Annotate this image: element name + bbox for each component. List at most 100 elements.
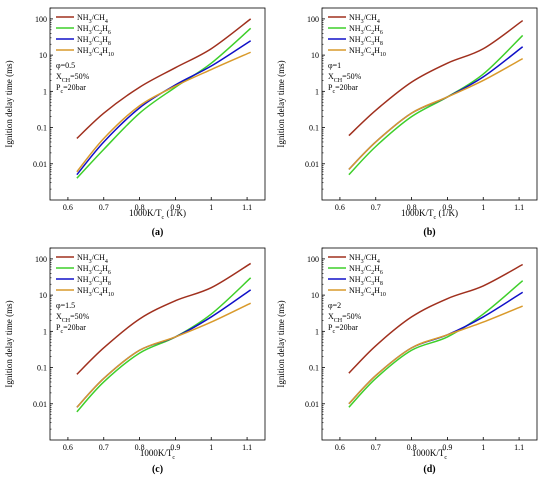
- condition-annotation: Pc=20bar: [328, 323, 358, 335]
- x-tick-label: 1.1: [242, 443, 252, 452]
- condition-annotation: XCH=50%: [56, 72, 90, 84]
- legend-label: NH3/C3H8: [349, 275, 383, 287]
- y-axis-label: Ignition delay time (ms): [4, 60, 14, 147]
- x-tick-label: 1: [481, 203, 485, 212]
- y-tick-label: 0.01: [33, 400, 47, 409]
- series-line: [76, 40, 252, 176]
- series-line: [348, 19, 524, 137]
- legend-label: NH3/C2H6: [77, 264, 111, 276]
- y-tick-label: 0.01: [305, 400, 319, 409]
- condition-annotation: φ=2: [328, 301, 341, 310]
- y-tick-label: 100: [307, 255, 319, 264]
- series-line: [348, 280, 524, 408]
- y-tick-label: 10: [311, 291, 319, 300]
- y-tick-label: 10: [39, 291, 47, 300]
- x-axis-label: 1000K/Tc: [412, 448, 448, 461]
- series-line: [348, 57, 524, 170]
- series-line: [76, 18, 252, 140]
- plot-frame: [321, 247, 538, 441]
- x-tick-label: 0.7: [371, 203, 381, 212]
- legend-label: NH3/C3H8: [77, 35, 111, 47]
- legend-label: NH3/CH4: [349, 253, 380, 265]
- x-tick-label: 0.9: [442, 203, 452, 212]
- x-tick-label: 0.8: [135, 203, 145, 212]
- legend-label: NH3/C4H10: [349, 46, 386, 58]
- y-tick-label: 0.01: [305, 160, 319, 169]
- x-tick-label: 0.9: [170, 203, 180, 212]
- legend-label: NH3/C2H6: [349, 24, 383, 36]
- condition-annotation: XCH=50%: [56, 312, 90, 324]
- legend-label: NH3/C2H6: [349, 264, 383, 276]
- y-axis-label: Ignition delay time (ms): [4, 300, 14, 387]
- x-tick-label: 0.6: [335, 443, 345, 452]
- x-tick-label: 1: [481, 443, 485, 452]
- x-tick-label: 0.6: [63, 203, 73, 212]
- panel-label: (a): [152, 227, 164, 238]
- y-tick-label: 0.1: [37, 364, 47, 373]
- x-tick-label: 0.7: [99, 443, 109, 452]
- plot-frame: [321, 7, 538, 201]
- y-tick-label: 0.1: [37, 124, 47, 133]
- series-line: [76, 27, 252, 179]
- legend-label: NH3/C3H8: [77, 275, 111, 287]
- x-axis-label: 1000K/Tc (1/K): [129, 208, 186, 221]
- y-tick-label: 0.01: [33, 160, 47, 169]
- condition-annotation: φ=0.5: [56, 61, 75, 70]
- y-axis-label: Ignition delay time (ms): [276, 300, 286, 387]
- x-tick-label: 1.1: [514, 203, 524, 212]
- series-line: [76, 302, 251, 408]
- x-tick-label: 0.7: [371, 443, 381, 452]
- condition-annotation: φ=1.5: [56, 301, 75, 310]
- condition-annotation: XCH=50%: [328, 312, 362, 324]
- legend-label: NH3/CH4: [77, 253, 108, 265]
- condition-annotation: Pc=20bar: [56, 323, 86, 335]
- series-line: [348, 305, 523, 405]
- y-tick-label: 1: [43, 327, 47, 336]
- x-tick-label: 1.1: [514, 443, 524, 452]
- series-line: [348, 263, 524, 374]
- y-tick-label: 10: [39, 51, 47, 60]
- x-tick-label: 0.9: [170, 443, 180, 452]
- panel-label: (c): [152, 464, 163, 475]
- x-tick-label: 0.9: [442, 443, 452, 452]
- plot-frame: [49, 7, 266, 201]
- condition-annotation: φ=1: [328, 61, 341, 70]
- y-tick-label: 100: [307, 15, 319, 24]
- legend-label: NH3/CH4: [349, 13, 380, 25]
- x-tick-label: 0.8: [407, 203, 417, 212]
- series-line: [348, 34, 524, 176]
- series-line: [76, 277, 252, 413]
- series-line: [348, 291, 524, 405]
- chart-panel: 0.6 0.7 0.8 0.9 1 1.1 0.01 0.1 1 10 100 NH3/CH4 NH3/…: [4, 7, 266, 238]
- panel-label: (d): [423, 464, 435, 475]
- x-tick-label: 0.8: [135, 443, 145, 452]
- series-line: [348, 46, 524, 170]
- series-line: [76, 51, 251, 173]
- x-tick-label: 1: [209, 203, 213, 212]
- legend-label: NH3/C4H10: [77, 46, 114, 58]
- x-tick-label: 0.8: [407, 443, 417, 452]
- x-axis-label: 1000K/Tc: [140, 448, 176, 461]
- condition-annotation: Pc=20bar: [56, 83, 86, 95]
- x-axis-label: 1000K/Tc (1/K): [401, 208, 458, 221]
- x-tick-label: 1.1: [242, 203, 252, 212]
- legend-label: NH3/CH4: [77, 13, 108, 25]
- y-tick-label: 1: [43, 87, 47, 96]
- y-axis-label: Ignition delay time (ms): [276, 60, 286, 147]
- x-tick-label: 0.7: [99, 203, 109, 212]
- legend-label: NH3/C4H10: [349, 286, 386, 298]
- x-tick-label: 0.6: [63, 443, 73, 452]
- series-line: [76, 262, 252, 375]
- condition-annotation: Pc=20bar: [328, 83, 358, 95]
- y-tick-label: 100: [35, 15, 47, 24]
- legend-label: NH3/C4H10: [77, 286, 114, 298]
- y-tick-label: 1: [315, 87, 319, 96]
- plot-frame: [49, 247, 266, 441]
- y-tick-label: 0.1: [309, 124, 319, 133]
- legend-label: NH3/C3H8: [349, 35, 383, 47]
- y-tick-label: 100: [35, 255, 47, 264]
